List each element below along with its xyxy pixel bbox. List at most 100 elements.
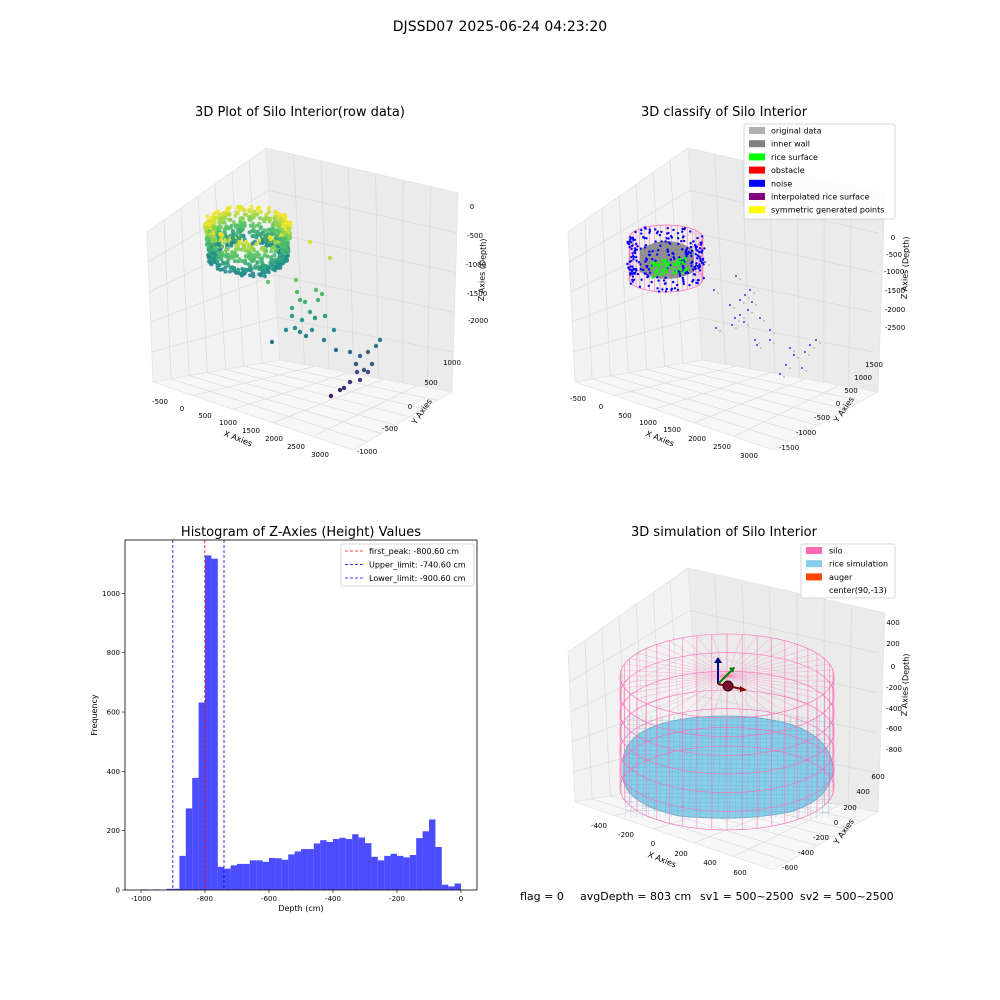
sim-silo-spoke [726,675,833,683]
raw-point [238,216,243,221]
sim-y-tick: 0 [834,819,838,827]
raw-point [225,234,230,239]
raw-point [210,248,215,252]
cls-noise-point [700,241,703,244]
pane-gridline [572,317,699,353]
raw-point [312,315,318,321]
raw-3d-floor-pane [152,359,454,451]
raw-z-axis-label: Z Axies (Depth) [477,238,488,301]
raw-point [278,258,283,263]
cls-scatter-point [801,367,803,369]
sim-rice-mesh-line [625,732,833,736]
cls-scatter-point [739,314,741,316]
cls-noise-point [662,279,666,282]
cls-noise-point [685,255,688,258]
raw-point [242,246,247,251]
cls-noise-point [671,251,674,255]
cls-noise-point [664,240,667,243]
cls-noise-point [651,250,654,253]
raw-point [309,327,315,333]
sim-3d-title: 3D simulation of Silo Interior [631,525,818,540]
sim-z-tick: -800 [886,746,902,754]
cls-noise-point [664,276,667,279]
cls-y-tick: 0 [836,400,840,408]
sim-silo-spoke [711,634,728,677]
raw-point [274,233,279,238]
cls-noise-point [664,290,668,293]
cls-noise-point [682,235,685,238]
cls-z-tick: -2500 [885,324,905,332]
hist-bar [397,855,404,890]
raw-point [315,297,321,303]
pane-gridline [268,190,457,234]
cls-x-tick: 0 [599,403,603,411]
sim-x-axis-label: X Axies [647,850,678,869]
raw-point [217,263,222,268]
raw-point [373,343,379,349]
cls-original-point [789,367,791,369]
cls-noise-point [643,272,646,275]
raw-point [273,210,278,215]
hist-y-tick-label: 200 [107,827,120,835]
cls-noise-point [678,272,681,276]
raw-point [238,204,243,209]
pane-gridline [592,378,789,442]
cls-scatter-point [731,324,733,326]
hist-bar [307,849,314,890]
cls-noise-point [682,266,685,269]
cls-noise-point [666,248,669,251]
cls-rice-point [661,263,665,266]
raw-point [212,260,217,265]
pane-gridline [347,167,355,374]
pane-gridline [741,160,751,370]
cls-noise-point [639,263,642,266]
cls-noise-point [655,253,659,256]
hist-bar [237,863,244,890]
cls-legend-swatch [749,166,765,174]
raw-point [284,254,289,259]
raw-point [207,222,211,227]
cls-noise-point [629,272,632,275]
raw-point [227,212,232,217]
cls-scatter-point [735,275,737,277]
raw-point [251,228,256,233]
raw-point [230,250,234,255]
cls-y-tick: 1000 [854,374,872,382]
raw-x-tick: 2500 [287,443,305,451]
cls-noise-point [631,252,634,255]
sim-rice-mesh-line [625,788,833,791]
cls-noise-point [695,245,698,249]
cls-noise-point [632,267,635,271]
cls-scatter-point [754,339,756,341]
raw-point [283,250,288,255]
cls-noise-point [635,269,638,272]
sim-rice-mesh-line [723,715,727,819]
raw-point [299,317,305,323]
cls-noise-point [638,285,642,288]
pane-gridline [375,173,379,379]
cls-noise-point [657,279,660,282]
pane-gridline [171,378,368,442]
raw-x-tick: 0 [180,405,184,413]
sim-silo-ring [619,652,835,737]
cls-noise-point [630,247,633,251]
cls-noise-point [626,262,629,266]
cls-original-point [773,332,775,334]
raw-point [207,229,212,234]
cls-rice-point [678,260,682,264]
cls-noise-point [689,245,693,249]
pane-gridline [848,186,852,388]
raw-point [284,241,289,246]
raw-point [236,267,241,272]
raw-x-tick: 1000 [219,419,237,427]
cls-noise-point [658,233,662,237]
cls-noise-point [645,257,648,260]
cls-original-point [813,347,815,349]
hist-bar [365,843,372,890]
sim-auger [714,657,747,692]
sim-silo-spoke [726,644,798,677]
sim-y-tick: -200 [813,834,829,842]
raw-point [247,230,252,235]
raw-point [209,262,214,267]
raw-point [249,204,254,209]
